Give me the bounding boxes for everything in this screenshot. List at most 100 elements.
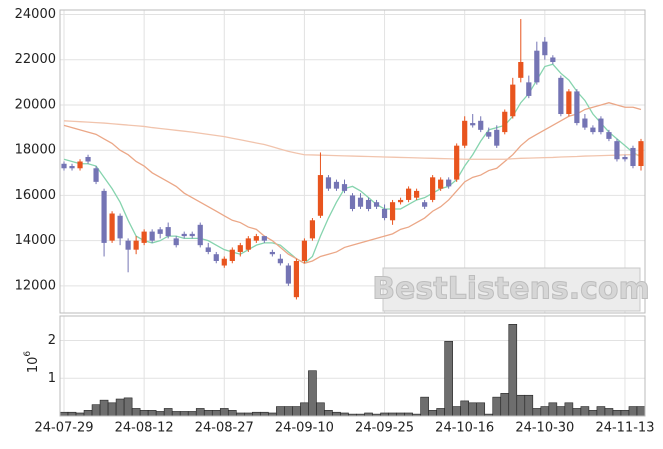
y-tick-label: 12000 xyxy=(15,278,56,293)
volume-bar xyxy=(540,406,550,417)
volume-bar xyxy=(604,408,614,417)
candle-body xyxy=(93,168,99,182)
candle-body xyxy=(285,265,291,284)
candle-body xyxy=(125,240,131,250)
candle-body xyxy=(438,179,444,189)
volume-bar xyxy=(219,408,229,417)
volume-bar xyxy=(67,411,77,417)
candle-body xyxy=(373,202,380,207)
y-tick-label: 14000 xyxy=(15,233,56,248)
volume-bar xyxy=(83,410,93,417)
volume-bar xyxy=(516,394,526,417)
y-tick-label: 20000 xyxy=(15,97,56,112)
candle-body xyxy=(181,233,187,237)
candle-body xyxy=(269,251,275,255)
moving-average xyxy=(63,102,642,264)
candle-body xyxy=(117,215,123,239)
volume-bar xyxy=(556,406,566,417)
candle-body xyxy=(486,132,492,137)
watermark: BestListens.com xyxy=(372,272,650,307)
candle-body xyxy=(141,231,147,243)
candle-body xyxy=(590,127,596,133)
candle-body xyxy=(189,233,195,237)
candle-body xyxy=(309,220,316,239)
volume-bar xyxy=(628,406,638,417)
candle-body xyxy=(582,118,588,128)
volume-bar xyxy=(308,370,317,417)
volume-bar xyxy=(131,408,141,417)
candle-body xyxy=(510,84,516,117)
candle-body xyxy=(478,120,484,130)
grid xyxy=(60,10,645,416)
candle-body xyxy=(301,240,308,261)
volume-bar xyxy=(564,402,574,417)
candle-body xyxy=(245,238,251,250)
candle-body xyxy=(213,254,219,261)
candle-body xyxy=(598,118,604,133)
candle-body xyxy=(446,179,452,187)
volume-bar xyxy=(99,399,109,417)
volume-bar xyxy=(508,324,518,417)
candle-body xyxy=(462,120,468,146)
candle-body xyxy=(197,224,203,246)
candle-body xyxy=(518,62,524,78)
volume-bar xyxy=(292,406,301,417)
candle-body xyxy=(293,260,300,298)
candle-body xyxy=(69,166,75,169)
candle-body xyxy=(638,141,644,167)
x-tick-label: 24-07-29 xyxy=(34,421,93,436)
volume-bar xyxy=(468,402,478,417)
candle-body xyxy=(253,236,259,241)
candle-body xyxy=(622,156,628,160)
candle-body xyxy=(526,82,532,96)
volume-bar xyxy=(444,340,453,417)
x-tick-label: 24-09-10 xyxy=(275,421,334,436)
volume-bar xyxy=(524,394,534,417)
axis-multiplier: 106 xyxy=(23,351,41,374)
candle-body xyxy=(422,202,428,207)
candle-body xyxy=(101,190,107,243)
candle-body xyxy=(542,41,548,56)
volume-bar xyxy=(612,410,622,417)
candle-body xyxy=(221,258,227,266)
volume-bar xyxy=(227,410,237,417)
y-tick-label: 24000 xyxy=(15,7,56,22)
volume-frame xyxy=(59,315,646,417)
volume-bar xyxy=(187,411,197,417)
candle-body xyxy=(349,195,356,209)
volume-bar xyxy=(476,402,486,417)
y-tick-label: 1 xyxy=(48,371,56,386)
candle-body xyxy=(357,197,364,207)
candle-body xyxy=(397,199,404,203)
candle-body xyxy=(470,123,476,126)
x-tick-label: 24-09-25 xyxy=(355,421,414,436)
candle-body xyxy=(381,208,388,219)
candle-body xyxy=(550,57,556,63)
x-tick-label: 24-08-12 xyxy=(115,421,174,436)
volume-bar xyxy=(588,410,598,417)
candle-body xyxy=(325,177,332,189)
candle-body xyxy=(405,188,412,200)
volume-bar xyxy=(300,402,309,417)
volume-bar xyxy=(332,411,341,417)
volume-bar xyxy=(147,410,157,417)
candle-body xyxy=(534,50,540,83)
volume-bar xyxy=(500,393,510,417)
volume-bar xyxy=(211,410,221,417)
volume-bar xyxy=(252,411,261,417)
volume-bar xyxy=(59,411,69,417)
candle-body xyxy=(614,141,620,160)
price-frame xyxy=(59,9,646,314)
candle-body xyxy=(333,181,340,189)
volume-bar xyxy=(123,397,133,417)
candle-body xyxy=(77,161,83,169)
candle-body xyxy=(85,156,91,162)
volume-bar xyxy=(596,406,606,417)
volume-bar xyxy=(91,404,101,417)
volume-bar xyxy=(195,408,205,417)
volume-bar xyxy=(452,406,461,417)
volume-bar xyxy=(620,410,630,417)
candle-body xyxy=(341,184,348,191)
volume-bar xyxy=(460,400,469,417)
